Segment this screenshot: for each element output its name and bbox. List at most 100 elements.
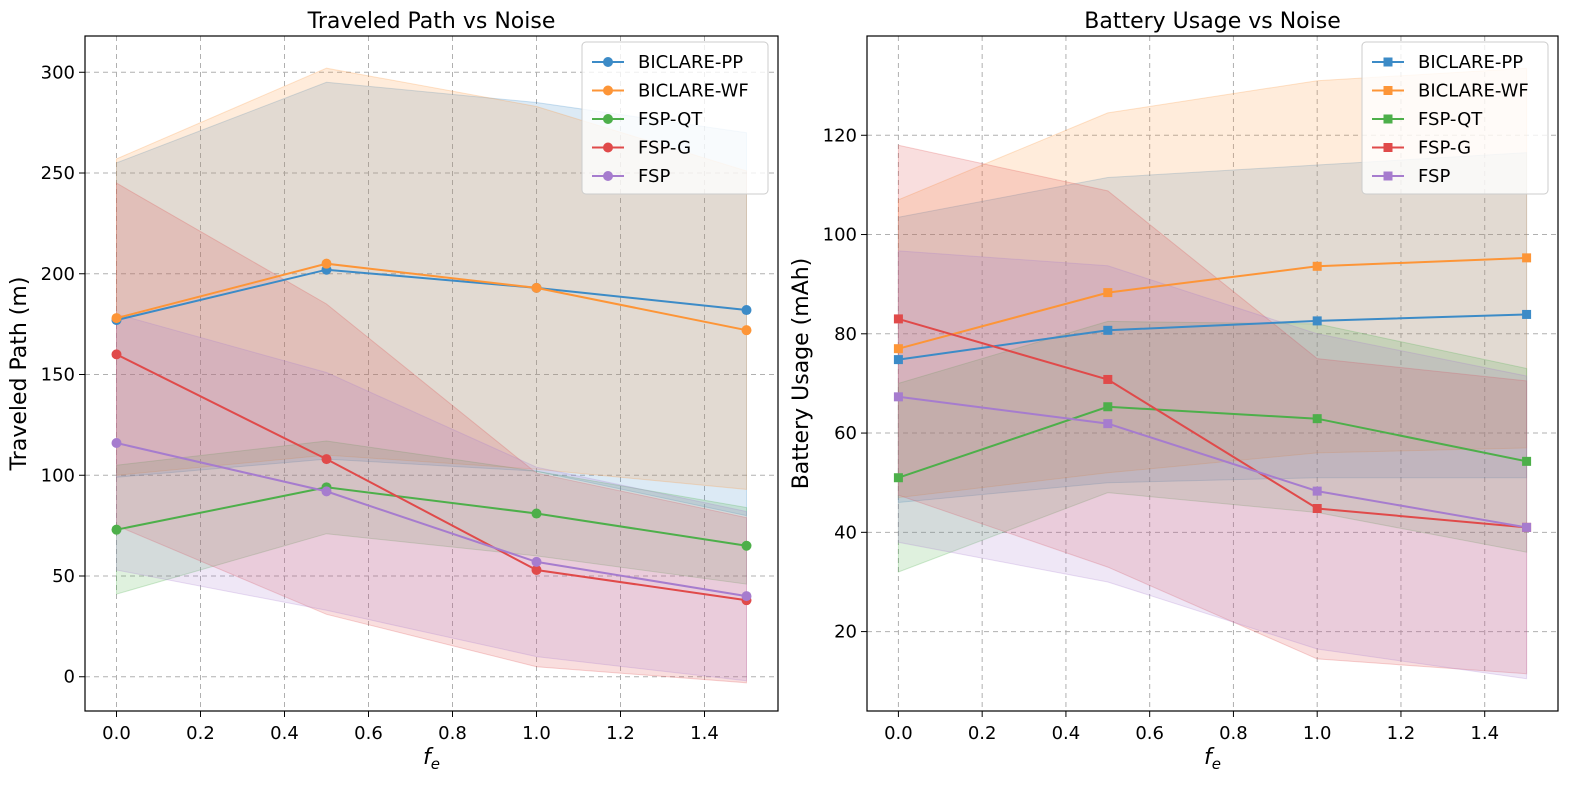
- data-point: [1103, 402, 1113, 412]
- legend-label: BICLARE-WF: [1418, 81, 1529, 102]
- data-point: [1103, 325, 1113, 335]
- legend-label: BICLARE-PP: [638, 52, 743, 73]
- series-line-biclare-pp: [116, 268, 747, 322]
- data-point: [893, 355, 903, 365]
- x-tick-label: 0.4: [1052, 723, 1081, 744]
- data-point: [1312, 316, 1322, 326]
- data-point: [741, 540, 752, 551]
- chart-title: Traveled Path vs Noise: [307, 9, 556, 34]
- x-tick-label: 0.8: [1219, 723, 1248, 744]
- y-tick-label: 50: [52, 566, 75, 587]
- plot-frame: [84, 35, 779, 712]
- y-tick-label: 0: [64, 667, 75, 688]
- x-tick-label: 1.0: [1303, 723, 1332, 744]
- data-point: [1103, 288, 1113, 298]
- x-axis-label: fe: [423, 745, 440, 773]
- x-tick-label: 1.2: [606, 723, 635, 744]
- data-point: [893, 344, 903, 354]
- data-point: [111, 438, 122, 449]
- x-tick-label: 0.0: [884, 723, 913, 744]
- band-fsp: [116, 313, 747, 682]
- band-fsp-g: [116, 182, 747, 684]
- series-line-fsp: [116, 442, 747, 598]
- data-point: [531, 556, 542, 567]
- x-tick-label: 0.6: [354, 723, 383, 744]
- legend-marker: [603, 114, 613, 124]
- x-tick-label: 0.4: [270, 723, 299, 744]
- band-fsp-qt: [897, 320, 1528, 573]
- legend-box: [581, 41, 769, 195]
- chart-2: 0.0 0.2 0.4 0.6 0.8 1.0 1.2 1.4 20 40 60 80 100 120 Ba…: [789, 9, 1559, 773]
- y-tick-label: 100: [823, 225, 857, 246]
- data-point: [741, 305, 752, 316]
- data-point: [111, 313, 122, 324]
- y-tick-label: 150: [41, 365, 75, 386]
- data-point: [893, 473, 903, 483]
- series-line-biclare-pp: [898, 313, 1527, 361]
- plot-frame: [866, 35, 1559, 712]
- band-fsp-g: [897, 144, 1528, 675]
- data-point: [1312, 504, 1322, 513]
- series-line-fsp-g: [116, 353, 747, 602]
- legend-label: FSP: [1418, 166, 1450, 187]
- x-tick-label: 1.0: [522, 723, 551, 744]
- x-tick-label: 0.8: [438, 723, 467, 744]
- x-axis-label: fe: [1204, 745, 1221, 773]
- legend-label: FSP: [638, 166, 670, 187]
- data-point: [1522, 456, 1532, 466]
- y-tick-label: 80: [834, 324, 857, 345]
- series-line-biclare-wf: [898, 256, 1527, 350]
- x-tick-label: 1.4: [1470, 723, 1499, 744]
- data-point: [1522, 522, 1532, 532]
- y-tick-label: 100: [41, 465, 75, 486]
- y-tick-label: 60: [834, 423, 857, 444]
- data-point: [1522, 309, 1532, 319]
- band-fsp: [897, 250, 1528, 680]
- chart-title: Battery Usage vs Noise: [1084, 9, 1340, 34]
- data-point: [1312, 486, 1322, 496]
- legend-marker: [603, 142, 613, 153]
- y-tick-label: 40: [834, 522, 857, 543]
- band-biclare-pp: [897, 152, 1528, 504]
- y-tick-label: 120: [823, 125, 857, 146]
- legend-label: FSP-G: [1418, 138, 1471, 159]
- legend-box: [1361, 41, 1549, 195]
- legend-marker: [603, 171, 613, 181]
- series-line-biclare-wf: [116, 262, 747, 332]
- data-point: [321, 486, 332, 497]
- legend-marker: [1383, 86, 1393, 95]
- legend-label: FSP-QT: [1418, 109, 1483, 130]
- series-line-fsp-qt: [898, 405, 1527, 479]
- x-tick-label: 0.0: [102, 723, 131, 744]
- data-point: [531, 508, 542, 519]
- y-tick-label: 300: [41, 62, 75, 83]
- y-axis-label: Traveled Path (m): [7, 277, 32, 472]
- legend-label: FSP-G: [638, 138, 691, 159]
- data-point: [321, 258, 332, 269]
- data-point: [321, 454, 332, 465]
- x-axis-label-sub: e: [1212, 755, 1221, 773]
- series-line-fsp: [898, 395, 1527, 529]
- legend: BICLARE-PP BICLARE-WF FSP-QT FSP-G FSP: [1361, 41, 1549, 195]
- data-point: [1312, 414, 1322, 424]
- data-point: [531, 564, 542, 575]
- x-tick-label: 1.2: [1387, 723, 1416, 744]
- x-tick-label: 1.4: [690, 723, 719, 744]
- x-axis-label-main: f: [1204, 745, 1215, 770]
- legend-marker: [603, 85, 613, 96]
- data-point: [893, 314, 903, 324]
- legend-marker: [1383, 114, 1393, 124]
- data-point: [893, 392, 903, 402]
- legend-label: BICLARE-WF: [638, 81, 749, 102]
- data-point: [1312, 261, 1322, 271]
- x-axis-label-main: f: [423, 745, 434, 770]
- legend-marker: [1383, 143, 1393, 152]
- x-tick-label: 0.2: [968, 723, 997, 744]
- legend-marker: [603, 57, 613, 67]
- y-axis-label: Battery Usage (mAh): [789, 258, 814, 490]
- data-point: [111, 524, 122, 535]
- y-tick-label: 250: [41, 163, 75, 184]
- legend: BICLARE-PP BICLARE-WF FSP-QT FSP-G FSP: [581, 41, 769, 195]
- data-point: [741, 591, 752, 602]
